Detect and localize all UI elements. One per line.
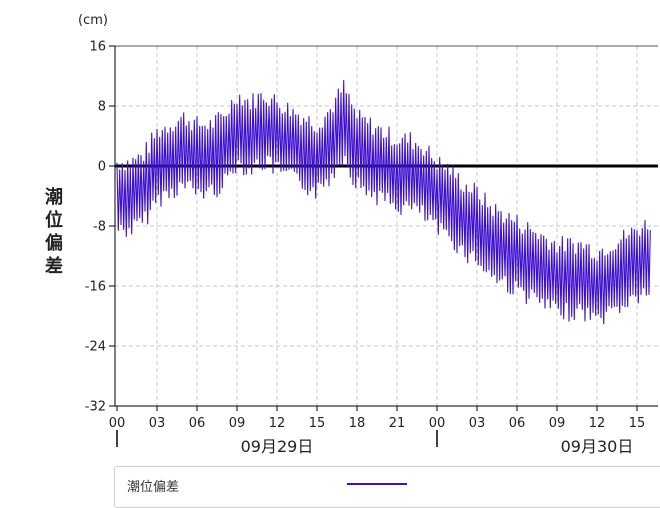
date-label: 09月29日 [241, 437, 314, 456]
series-group [116, 79, 651, 325]
tide-deviation-chart: 16 8 0 -8 -16 -24 -32 00 03 06 09 12 15 18 21 00 03 06 09… [85, 40, 658, 456]
axes [109, 45, 658, 447]
x-tick-label: 06 [189, 416, 206, 431]
x-tick-label: 00 [429, 416, 446, 431]
legend-label: 潮位偏差 [127, 480, 180, 495]
y-tick-label: -32 [85, 400, 106, 415]
x-tick-label: 18 [349, 416, 366, 431]
x-tick-label: 12 [269, 416, 286, 431]
y-tick-label: -16 [85, 280, 106, 295]
x-tick-label: 00 [109, 416, 126, 431]
x-tick-label: 09 [229, 416, 246, 431]
y-tick-label: 16 [89, 40, 106, 55]
x-tick-label: 03 [149, 416, 166, 431]
x-tick-label: 03 [469, 416, 486, 431]
date-labels: 09月29日 09月30日 [241, 437, 634, 456]
y-tick-label: -8 [93, 220, 106, 235]
x-tick-label: 09 [549, 416, 566, 431]
x-tick-label: 12 [589, 416, 606, 431]
y-tick-label: -24 [85, 340, 106, 355]
y-axis-unit: (cm) [78, 13, 108, 28]
x-tick-label: 06 [509, 416, 526, 431]
grid [115, 46, 658, 406]
y-tick-label: 0 [98, 160, 106, 175]
y-tick-label: 8 [98, 100, 106, 115]
legend: 潮位偏差 [114, 466, 660, 508]
x-tick-labels: 00 03 06 09 12 15 18 21 00 03 06 09 12 15 [109, 416, 646, 431]
x-tick-label: 21 [389, 416, 406, 431]
legend-swatch [347, 483, 407, 485]
y-axis-title: 潮位偏差 [45, 187, 63, 277]
x-tick-label: 15 [629, 416, 646, 431]
series-line [116, 79, 651, 325]
date-label: 09月30日 [561, 437, 634, 456]
x-tick-label: 15 [309, 416, 326, 431]
y-tick-labels: 16 8 0 -8 -16 -24 -32 [85, 40, 106, 415]
